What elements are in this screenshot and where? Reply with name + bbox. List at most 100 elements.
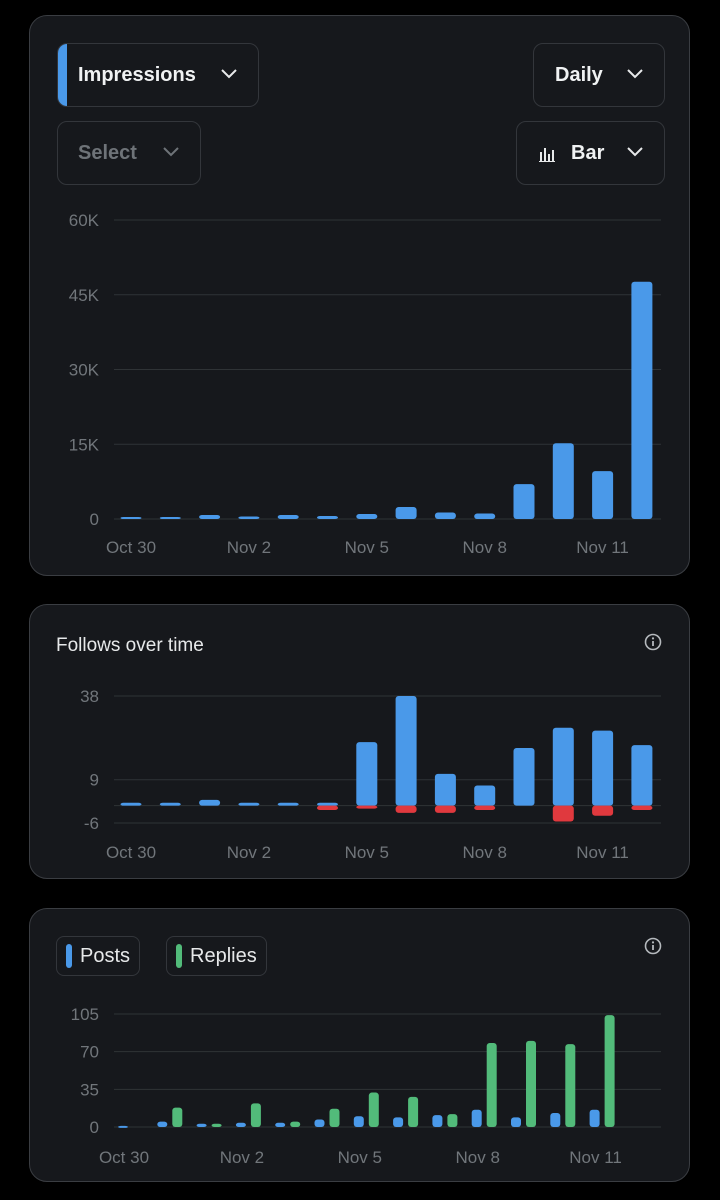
chevron-down-icon (627, 147, 643, 157)
follows-bar (238, 802, 260, 806)
follows-bar (474, 785, 496, 806)
posts-bar (118, 1125, 128, 1128)
y-tick-label: 9 (90, 771, 99, 790)
x-tick-label: Oct 30 (106, 843, 156, 862)
replies-bar (526, 1040, 536, 1127)
posts-replies-chart: 0 35 70 105 Oct 30 Nov 2 Nov 5 Nov 8 Nov 11 (71, 1005, 661, 1167)
unfollows-bar (356, 805, 378, 809)
replies-bar (368, 1092, 379, 1127)
follows-bar (159, 802, 181, 806)
replies-bar (250, 1103, 261, 1127)
y-tick-label: 30K (69, 361, 100, 380)
impressions-card: Impressions Daily Select Bar 0 15K 30K 45K 6… (29, 15, 690, 576)
posts-replies-card: Posts Replies 0 35 70 105 Oct 30 Nov 2 Nov 5 No… (29, 908, 690, 1182)
replies-bar (486, 1043, 497, 1127)
info-icon[interactable] (644, 633, 662, 651)
impressions-bar (513, 484, 535, 519)
legend-replies[interactable]: Replies (166, 936, 267, 976)
posts-swatch (66, 944, 72, 968)
posts-bar (196, 1123, 207, 1127)
x-tick-label: Nov 5 (338, 1148, 382, 1167)
posts-bar (235, 1122, 246, 1127)
replies-bar (172, 1107, 183, 1127)
impressions-chart: 0 15K 30K 45K 60K Oct 30 Nov 2 Nov 5 Nov 8 Nov 11 (69, 211, 661, 557)
y-tick-label: 0 (90, 1118, 99, 1137)
unfollows-bar (552, 805, 574, 822)
follows-bar (631, 745, 653, 806)
follows-bar (277, 802, 299, 806)
chevron-down-icon (627, 69, 643, 79)
follows-bar (199, 799, 221, 806)
x-tick-label: Nov 2 (227, 843, 271, 862)
impressions-bar (434, 512, 456, 519)
x-tick-label: Nov 8 (455, 1148, 499, 1167)
unfollows-bar (474, 805, 496, 811)
follows-bar (513, 747, 535, 806)
unfollows-bar (631, 805, 653, 811)
impressions-bar (199, 515, 221, 519)
unfollows-bar (592, 805, 614, 816)
metric-color-swatch (58, 44, 67, 106)
metric-dropdown[interactable]: Impressions (57, 43, 259, 107)
y-tick-label: 0 (90, 510, 99, 529)
legend-posts-label: Posts (80, 944, 131, 967)
bar-chart-icon (539, 148, 555, 162)
impressions-bar (592, 471, 614, 519)
follows-bar (552, 727, 574, 806)
y-tick-label: 15K (69, 435, 100, 454)
impressions-bar (474, 513, 496, 519)
x-tick-label: Nov 8 (462, 843, 506, 862)
y-tick-label: 60K (69, 211, 100, 230)
compare-metric-dropdown[interactable]: Select (57, 121, 201, 185)
impressions-bar (277, 515, 299, 519)
x-tick-label: Nov 8 (462, 538, 506, 557)
posts-bar (353, 1116, 364, 1127)
follows-chart: -6 9 38 Oct 30 Nov 2 Nov 5 Nov 8 Nov 11 (80, 687, 661, 862)
posts-bar (275, 1122, 286, 1127)
x-tick-label: Nov 11 (569, 1148, 622, 1167)
posts-bar (393, 1117, 404, 1127)
impressions-bar (120, 517, 142, 519)
unfollows-bar (317, 805, 338, 811)
impressions-bar (317, 516, 338, 519)
compare-dropdown-placeholder: Select (78, 141, 137, 164)
chevron-down-icon (163, 147, 179, 157)
x-tick-label: Nov 5 (345, 538, 389, 557)
x-tick-label: Nov 2 (227, 538, 271, 557)
posts-bar (157, 1121, 168, 1127)
follows-bar (434, 773, 456, 806)
y-tick-label: 35 (80, 1080, 99, 1099)
unfollows-bar (395, 805, 417, 813)
x-tick-label: Oct 30 (106, 538, 156, 557)
follows-bar (592, 730, 614, 806)
y-tick-label: -6 (84, 814, 99, 833)
impressions-bar (552, 443, 574, 519)
follows-bar (356, 742, 378, 806)
replies-swatch (176, 944, 182, 968)
chart-type-dropdown[interactable]: Bar (516, 121, 665, 185)
replies-bar (604, 1015, 615, 1127)
chart-type-label: Bar (571, 141, 605, 164)
chevron-down-icon (221, 69, 237, 79)
y-tick-label: 105 (71, 1005, 99, 1024)
replies-bar (290, 1121, 301, 1127)
follows-card: Follows over time -6 9 38 Oct 30 Nov 2 Nov 5 N… (29, 604, 690, 879)
x-tick-label: Oct 30 (99, 1148, 149, 1167)
x-tick-label: Nov 11 (576, 538, 629, 557)
replies-bar (211, 1123, 222, 1127)
legend-posts[interactable]: Posts (56, 936, 140, 976)
impressions-bar (159, 517, 181, 519)
y-tick-label: 38 (80, 687, 99, 706)
impressions-bar (395, 507, 417, 519)
follows-card-title: Follows over time (56, 635, 204, 656)
posts-bar (550, 1113, 561, 1127)
replies-bar (329, 1108, 340, 1127)
replies-bar (408, 1096, 419, 1127)
info-icon[interactable] (644, 937, 662, 955)
follows-bar (120, 802, 142, 806)
legend-replies-label: Replies (190, 944, 257, 967)
period-dropdown[interactable]: Daily (533, 43, 665, 107)
x-tick-label: Nov 2 (220, 1148, 264, 1167)
follows-bar (317, 802, 338, 806)
period-dropdown-label: Daily (555, 63, 603, 86)
